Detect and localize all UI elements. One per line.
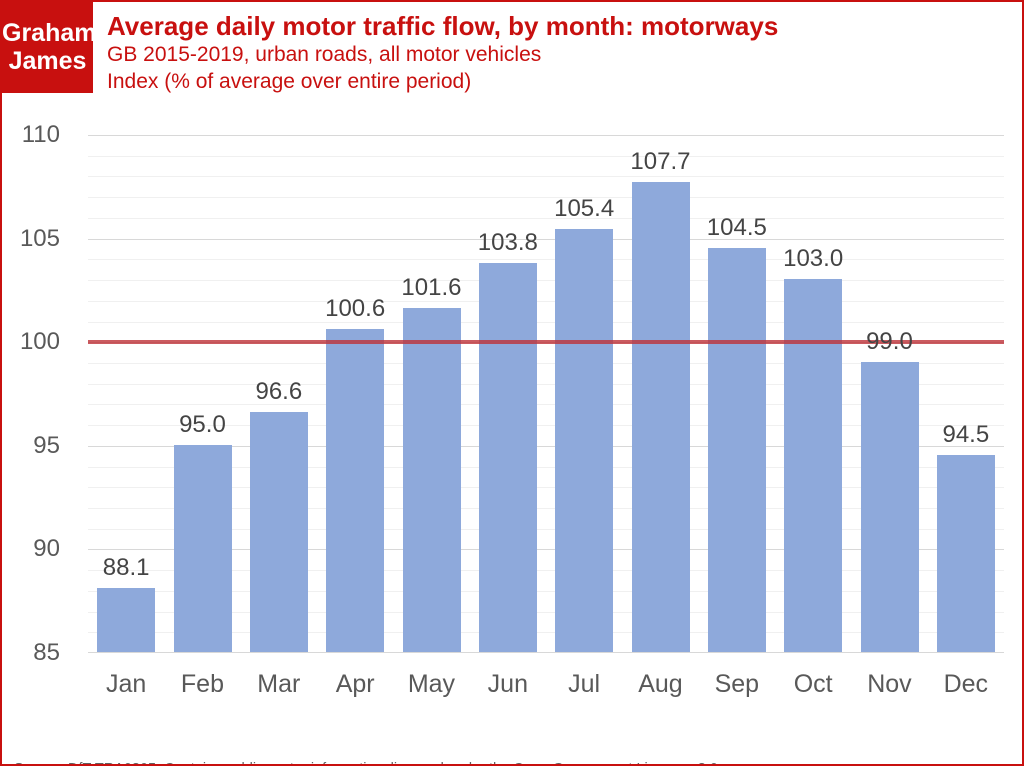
y-tick-label-100: 100	[19, 328, 60, 356]
minor-gridline-98	[88, 383, 1004, 385]
logo-line-1: Graham	[2, 19, 97, 47]
bar-dec	[936, 455, 995, 652]
minor-gridline-102	[88, 300, 1004, 302]
bar-jul	[555, 229, 614, 652]
chart-header: Average daily motor traffic flow, by mon…	[107, 11, 778, 95]
footer: Source: DfT TRA0305. Contains public sec…	[14, 712, 722, 764]
footer-source-line: Source: DfT TRA0305. Contains public sec…	[14, 758, 722, 764]
minor-gridline-87	[88, 611, 1004, 613]
y-tick-label-85: 85	[33, 639, 60, 666]
bar-jan	[97, 587, 156, 652]
graham-james-logo: Graham James	[2, 2, 97, 93]
chart-subtitle: GB 2015-2019, urban roads, all motor veh…	[107, 43, 542, 66]
minor-gridline-88	[88, 590, 1004, 592]
minor-gridline-109	[88, 155, 1004, 157]
minor-gridline-97	[88, 404, 1004, 406]
x-tick-label-apr: Apr	[335, 670, 375, 698]
bar-value-label-jun: 103.8	[477, 228, 538, 256]
bar-aug	[631, 181, 690, 652]
x-tick-label-nov: Nov	[867, 670, 912, 698]
bar-apr	[326, 328, 385, 652]
major-gridline-90	[88, 549, 1004, 551]
x-tick-label-oct: Oct	[793, 670, 833, 698]
bar-mar	[249, 411, 308, 652]
bar-value-label-mar: 96.6	[255, 377, 303, 405]
bar-value-label-aug: 107.7	[630, 147, 691, 175]
x-tick-label-aug: Aug	[638, 670, 683, 698]
x-tick-label-jun: Jun	[487, 670, 528, 698]
y-tick-label-95: 95	[33, 431, 60, 459]
bar-value-label-may: 101.6	[401, 274, 462, 301]
y-tick-label-90: 90	[33, 535, 60, 563]
x-tick-label-mar: Mar	[257, 670, 301, 698]
minor-gridline-106	[88, 217, 1004, 219]
chart-title: Average daily motor traffic flow, by mon…	[107, 11, 779, 41]
bar-nov	[860, 361, 919, 652]
bar-value-label-oct: 103.0	[783, 245, 844, 272]
minor-gridline-91	[88, 528, 1004, 530]
minor-gridline-107	[88, 197, 1004, 199]
minor-gridline-93	[88, 487, 1004, 489]
minor-gridline-92	[88, 508, 1004, 509]
bar-may	[402, 308, 461, 652]
bar-value-label-apr: 100.6	[325, 294, 386, 322]
reference-line-100	[88, 340, 1004, 345]
bar-sep	[707, 248, 766, 652]
x-tick-label-dec: Dec	[943, 670, 989, 698]
minor-gridline-99	[88, 362, 1004, 364]
x-tick-label-sep: Sep	[714, 670, 760, 698]
y-axis: 85 90 95 100 105 110	[2, 121, 64, 666]
minor-gridline-89	[88, 570, 1004, 572]
y-tick-label-110: 110	[21, 121, 60, 148]
bar-value-label-feb: 95.0	[179, 410, 226, 438]
x-tick-label-feb: Feb	[180, 670, 224, 698]
y-tick-label-105: 105	[19, 224, 60, 252]
bar-feb	[173, 444, 232, 652]
minor-gridline-86	[88, 632, 1004, 634]
x-tick-label-may: May	[407, 670, 456, 698]
minor-gridline-104	[88, 259, 1004, 261]
chart-index-note: Index (% of average over entire period)	[107, 70, 472, 93]
x-axis: Jan Feb Mar Apr May Jun Jul Aug Sep Oct Nov Dec	[88, 670, 1004, 704]
bar-jun	[478, 262, 537, 652]
minor-gridline-94	[88, 466, 1004, 468]
bar-value-label-dec: 94.5	[942, 421, 990, 449]
x-tick-label-jul: Jul	[568, 670, 601, 698]
logo-line-2: James	[8, 47, 87, 75]
minor-gridline-103	[88, 280, 1004, 281]
minor-gridline-96	[88, 425, 1004, 427]
major-gridline-105	[88, 238, 1004, 240]
bar-value-label-jan: 88.1	[102, 553, 150, 581]
plot-area: 88.1 95.0 96.6 100.6 101.6 103.8 105.4 107.7 104…	[88, 135, 1004, 653]
minor-gridline-101	[88, 321, 1004, 323]
major-gridline-110	[88, 135, 1004, 136]
major-gridline-95	[88, 445, 1004, 447]
bar-value-label-jul: 105.4	[554, 195, 615, 223]
minor-gridline-108	[88, 176, 1004, 178]
bar-value-label-sep: 104.5	[706, 214, 767, 241]
x-tick-label-jan: Jan	[105, 670, 147, 698]
bar-value-label-nov: 99.0	[866, 327, 913, 355]
